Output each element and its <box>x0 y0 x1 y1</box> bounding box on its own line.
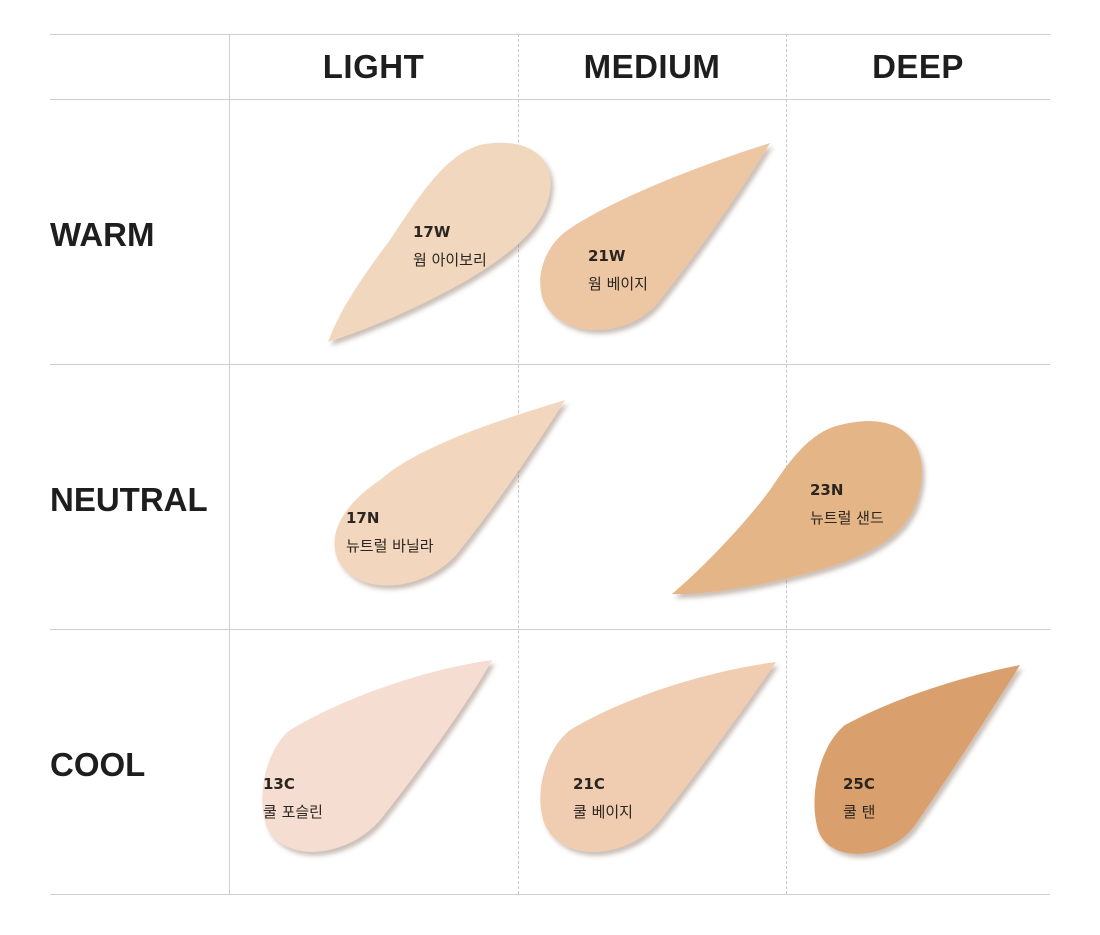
shade-label-21W: 21W 웜 베이지 <box>588 242 648 298</box>
grid-line-row2 <box>50 629 1050 630</box>
shade-label-17W: 17W 웜 아이보리 <box>413 218 487 274</box>
shade-name: 웜 아이보리 <box>413 251 487 269</box>
row-header-cool: COOL <box>50 746 146 783</box>
shade-code: 17W <box>413 223 451 241</box>
shade-name: 쿨 포슬린 <box>263 803 323 821</box>
swatch-17N <box>334 400 565 586</box>
swatch-17W <box>328 142 551 342</box>
grid-line-bottom <box>50 894 1050 895</box>
column-header-deep: DEEP <box>872 48 964 85</box>
swatch-13C <box>262 660 492 852</box>
shade-label-23N: 23N 뉴트럴 샌드 <box>810 476 884 532</box>
shade-name: 뉴트럴 바닐라 <box>346 537 434 555</box>
swatch-23N <box>672 421 922 595</box>
grid-line-header <box>50 99 1050 100</box>
swatch-25C <box>814 665 1020 854</box>
grid-divider-dashed <box>786 34 787 894</box>
shade-label-13C: 13C 쿨 포슬린 <box>263 770 323 826</box>
column-header-light: LIGHT <box>322 48 425 85</box>
swatch-21C <box>540 662 776 852</box>
shade-label-21C: 21C 쿨 베이지 <box>573 770 633 826</box>
shade-name: 뉴트럴 샌드 <box>810 509 884 527</box>
grid-line-row1 <box>50 364 1050 365</box>
shade-code: 17N <box>346 509 380 527</box>
row-header-neutral: NEUTRAL <box>50 481 208 518</box>
shade-code: 13C <box>263 775 295 793</box>
shade-code: 21C <box>573 775 605 793</box>
row-header-warm: WARM <box>50 216 155 253</box>
shade-code: 21W <box>588 247 626 265</box>
shade-label-25C: 25C 쿨 탠 <box>843 770 875 826</box>
shade-name: 쿨 베이지 <box>573 803 633 821</box>
column-header-medium: MEDIUM <box>583 48 721 85</box>
shade-label-17N: 17N 뉴트럴 바닐라 <box>346 504 434 560</box>
shade-name: 쿨 탠 <box>843 803 876 821</box>
shade-code: 25C <box>843 775 875 793</box>
swatch-21W <box>540 143 770 330</box>
shade-name: 웜 베이지 <box>588 275 648 293</box>
grid-divider-label-column <box>229 34 230 894</box>
grid-line-top <box>50 34 1050 35</box>
shade-code: 23N <box>810 481 844 499</box>
